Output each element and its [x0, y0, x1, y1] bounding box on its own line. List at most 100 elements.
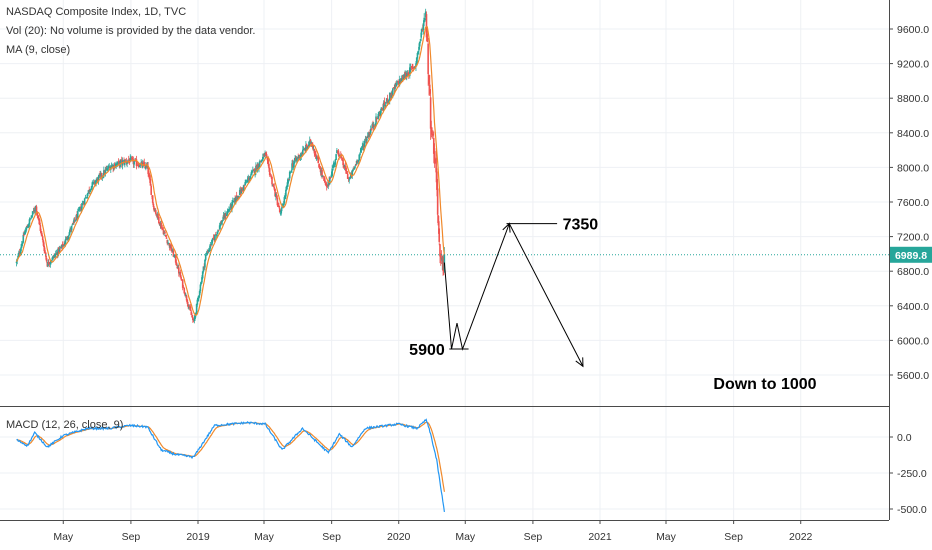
- candle: [370, 127, 373, 131]
- candle: [41, 231, 43, 237]
- candle-body: [261, 156, 264, 161]
- candle-body: [115, 163, 118, 167]
- candle: [166, 239, 169, 246]
- candle-body: [315, 157, 318, 160]
- candle-body: [153, 207, 156, 212]
- candle-body: [80, 206, 83, 212]
- candle-body: [439, 253, 442, 259]
- candle: [427, 38, 429, 86]
- candle-body: [256, 164, 259, 172]
- projection-path: [443, 222, 584, 367]
- candle-body: [177, 267, 180, 274]
- candle-body: [184, 293, 186, 296]
- candle: [290, 169, 293, 173]
- candle: [218, 229, 220, 231]
- candle: [430, 120, 433, 138]
- candle-body: [216, 231, 219, 234]
- candle-body: [189, 306, 192, 312]
- candle-body: [312, 145, 314, 149]
- candle: [192, 314, 194, 323]
- candle-body: [209, 244, 212, 249]
- candle-body: [202, 266, 205, 272]
- candle: [335, 153, 337, 160]
- symbol-legend[interactable]: NASDAQ Composite Index, 1D, TVC: [6, 6, 187, 18]
- candle-body: [282, 203, 285, 206]
- candle: [353, 166, 356, 170]
- candle-body: [174, 255, 177, 263]
- candle-body: [418, 41, 421, 47]
- candle-body: [285, 186, 288, 190]
- candle-body: [41, 236, 44, 241]
- candle: [346, 170, 349, 180]
- time-tick-label: Sep: [322, 531, 341, 543]
- candle-body: [69, 228, 71, 233]
- candle: [394, 82, 396, 92]
- candle-body: [183, 287, 186, 294]
- candle-body: [226, 211, 229, 215]
- candle-body: [417, 50, 420, 53]
- candle-body: [340, 157, 343, 158]
- candle-body: [164, 231, 166, 234]
- candle-body: [207, 249, 210, 252]
- candle-body: [293, 161, 296, 164]
- candle: [98, 173, 101, 179]
- candle-body: [407, 72, 410, 76]
- candle: [133, 159, 135, 168]
- candle-body: [296, 157, 299, 159]
- candle: [246, 176, 249, 183]
- candle-body: [268, 168, 271, 176]
- candle-body: [73, 219, 76, 221]
- candle-body: [418, 46, 420, 51]
- candle-body: [412, 67, 415, 69]
- candle-body: [218, 229, 220, 231]
- candle-body: [54, 254, 56, 257]
- candle: [113, 162, 116, 170]
- candle-body: [325, 184, 328, 187]
- candle: [268, 167, 271, 177]
- candle-body: [126, 162, 128, 164]
- candle: [209, 241, 212, 252]
- candle-body: [48, 261, 50, 265]
- time-tick-label: Sep: [122, 531, 141, 543]
- candle-body: [265, 154, 268, 158]
- candle-body: [288, 178, 290, 180]
- candle: [438, 221, 440, 246]
- time-tick-label: May: [656, 531, 677, 543]
- candle-body: [44, 250, 46, 253]
- candle: [318, 163, 321, 170]
- candle-body: [207, 251, 209, 253]
- candle: [272, 183, 275, 188]
- candle-body: [318, 164, 320, 168]
- candle-body: [305, 144, 307, 152]
- time-tick-label: May: [53, 531, 74, 543]
- candle-body: [51, 256, 54, 260]
- candle-body: [15, 261, 18, 264]
- candle-body: [237, 196, 240, 198]
- candle-body: [81, 203, 84, 206]
- candle-body: [29, 218, 32, 220]
- candle-body: [375, 117, 378, 119]
- candle-body: [437, 215, 440, 226]
- candle-body: [34, 210, 36, 212]
- candle: [278, 205, 281, 213]
- candle-body: [390, 92, 393, 98]
- candle-body: [198, 295, 200, 299]
- candlesticks: [15, 8, 446, 324]
- candle: [337, 149, 340, 157]
- candle-body: [27, 224, 30, 227]
- candle-body: [124, 160, 127, 162]
- candle-body: [77, 209, 80, 211]
- candle: [433, 143, 436, 168]
- candle-body: [322, 176, 325, 178]
- macd-tick-label: -500.0: [897, 504, 927, 516]
- candle-body: [38, 219, 41, 226]
- candle-body: [332, 162, 335, 168]
- candle-body: [20, 247, 22, 252]
- candle-body: [95, 180, 97, 183]
- ma-legend[interactable]: MA (9, close): [6, 44, 71, 56]
- candle-body: [330, 174, 333, 178]
- candle: [201, 270, 204, 280]
- macd-legend[interactable]: MACD (12, 26, close, 9): [6, 419, 124, 431]
- candle-body: [86, 197, 88, 199]
